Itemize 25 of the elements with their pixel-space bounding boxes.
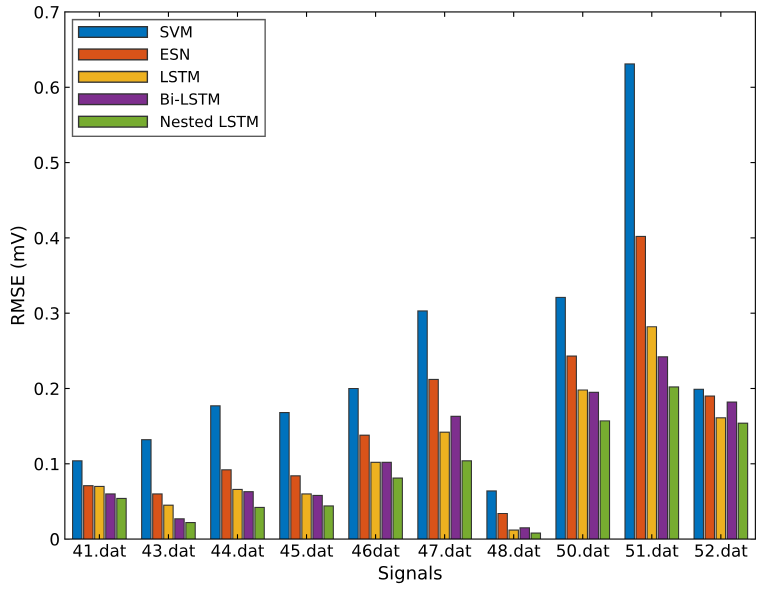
legend-label: ESN bbox=[161, 48, 189, 60]
y-tick-label: 0.4 bbox=[34, 232, 60, 244]
x-tick-label: 52.dat bbox=[695, 544, 748, 557]
x-tick-label: 44.dat bbox=[211, 544, 264, 557]
y-tick-label: 0.1 bbox=[34, 458, 58, 470]
y-tick-label: 0.2 bbox=[34, 382, 58, 396]
y-tick-label: 0.3 bbox=[34, 307, 59, 320]
x-tick-label: 50.dat bbox=[557, 544, 610, 557]
y-tick-label: 0.7 bbox=[34, 6, 59, 19]
y-tick-label: 0.6 bbox=[34, 81, 59, 94]
x-tick-label: 51.dat bbox=[626, 544, 678, 557]
x-tick-label: 43.dat bbox=[142, 544, 195, 557]
x-tick-label: 46dat bbox=[352, 544, 400, 557]
y-tick-label: 0.5 bbox=[34, 156, 59, 170]
legend-label: Nested LSTM bbox=[161, 115, 258, 128]
x-tick-label: 47.dat bbox=[418, 544, 472, 557]
x-tick-label: 45.dat bbox=[280, 544, 334, 557]
legend-label: SVM bbox=[160, 26, 192, 38]
y-axis-title: RMSE (mV) bbox=[10, 226, 27, 324]
y-tick-label: 0 bbox=[50, 533, 59, 546]
legend-label: Bi-LSTM bbox=[161, 93, 220, 105]
x-axis-title: Signals bbox=[378, 566, 442, 584]
x-tick-label: 48.dat bbox=[488, 544, 540, 557]
x-tick-label: 41.dat bbox=[73, 544, 126, 557]
legend-label: LSTM bbox=[161, 70, 199, 82]
